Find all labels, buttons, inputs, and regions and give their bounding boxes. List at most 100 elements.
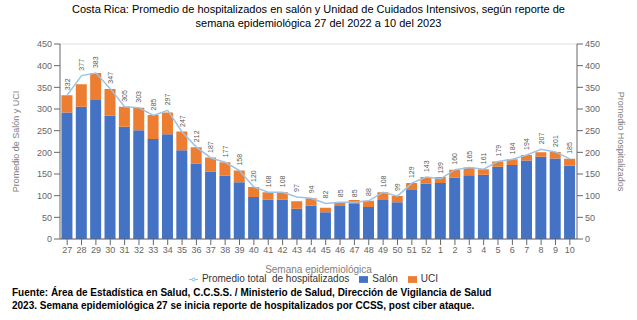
svg-text:43: 43: [292, 245, 302, 255]
svg-text:150: 150: [585, 169, 600, 179]
svg-text:Promedio de Salón y UCI: Promedio de Salón y UCI: [11, 91, 21, 193]
svg-text:85: 85: [337, 189, 344, 197]
svg-text:10: 10: [565, 245, 575, 255]
svg-text:38: 38: [220, 245, 230, 255]
svg-text:285: 285: [150, 99, 157, 111]
svg-text:3: 3: [467, 245, 472, 255]
svg-text:100: 100: [37, 191, 52, 201]
svg-text:82: 82: [322, 191, 329, 199]
svg-text:400: 400: [585, 61, 600, 71]
svg-text:40: 40: [249, 245, 259, 255]
svg-text:300: 300: [585, 104, 600, 114]
svg-text:143: 143: [423, 160, 430, 172]
svg-text:50: 50: [392, 245, 402, 255]
svg-text:7: 7: [524, 245, 529, 255]
svg-text:108: 108: [279, 175, 286, 187]
svg-text:37: 37: [206, 245, 216, 255]
svg-text:88: 88: [365, 188, 372, 196]
svg-text:165: 165: [466, 151, 473, 163]
svg-text:350: 350: [37, 83, 52, 93]
html-text:semana epidemiológica 27 del 2: semana epidemiológica 27 del 2022 a 10 d…: [195, 17, 442, 29]
svg-text:400: 400: [37, 61, 52, 71]
svg-text:4: 4: [481, 245, 486, 255]
html-text:Promedio total de hospitalizad: Promedio total de hospitalizados: [201, 273, 350, 284]
svg-text:383: 383: [92, 56, 99, 68]
html-text:Costa Rica: Promedio de hospit: Costa Rica: Promedio de hospitalizados e…: [72, 3, 565, 15]
svg-text:108: 108: [265, 175, 272, 187]
svg-text:377: 377: [78, 59, 85, 71]
svg-text:28: 28: [77, 245, 87, 255]
svg-text:45: 45: [321, 245, 331, 255]
svg-text:300: 300: [37, 104, 52, 114]
svg-text:Semana epidemiológica: Semana epidemiológica: [265, 264, 372, 275]
svg-text:1: 1: [438, 245, 443, 255]
svg-text:139: 139: [437, 162, 444, 174]
svg-text:34: 34: [163, 245, 173, 255]
svg-text:305: 305: [121, 90, 128, 102]
svg-text:100: 100: [585, 191, 600, 201]
svg-text:0: 0: [585, 234, 590, 244]
svg-text:108: 108: [380, 175, 387, 187]
svg-text:27: 27: [62, 245, 72, 255]
svg-text:250: 250: [37, 126, 52, 136]
svg-text:187: 187: [207, 141, 214, 153]
svg-text:177: 177: [222, 146, 229, 158]
svg-text:Promedio Hospitalizados: Promedio Hospitalizados: [616, 92, 626, 192]
svg-text:48: 48: [364, 245, 374, 255]
svg-text:50: 50: [585, 213, 595, 223]
svg-text:179: 179: [495, 145, 502, 157]
svg-text:184: 184: [509, 142, 516, 154]
svg-text:36: 36: [191, 245, 201, 255]
svg-text:161: 161: [480, 152, 487, 164]
svg-text:201: 201: [552, 135, 559, 147]
svg-text:129: 129: [408, 166, 415, 178]
svg-text:450: 450: [585, 39, 600, 49]
svg-text:303: 303: [135, 91, 142, 103]
svg-text:31: 31: [120, 245, 130, 255]
html-text:Salón: Salón: [372, 273, 398, 284]
svg-text:120: 120: [250, 170, 257, 182]
svg-text:99: 99: [394, 183, 401, 191]
svg-text:94: 94: [308, 185, 315, 193]
svg-text:35: 35: [177, 245, 187, 255]
svg-text:350: 350: [585, 83, 600, 93]
svg-text:9: 9: [553, 245, 558, 255]
svg-text:39: 39: [235, 245, 245, 255]
svg-text:158: 158: [236, 154, 243, 166]
svg-text:46: 46: [335, 245, 345, 255]
svg-text:0: 0: [47, 234, 52, 244]
svg-text:97: 97: [293, 184, 300, 192]
svg-text:44: 44: [306, 245, 316, 255]
svg-text:347: 347: [107, 72, 114, 84]
svg-text:85: 85: [351, 189, 358, 197]
svg-text:200: 200: [37, 148, 52, 158]
svg-text:52: 52: [421, 245, 431, 255]
svg-text:194: 194: [523, 138, 530, 150]
svg-text:200: 200: [585, 148, 600, 158]
svg-text:47: 47: [349, 245, 359, 255]
svg-text:332: 332: [64, 78, 71, 90]
svg-text:42: 42: [278, 245, 288, 255]
svg-text:6: 6: [510, 245, 515, 255]
svg-text:207: 207: [538, 133, 545, 145]
html-text:UCI: UCI: [420, 273, 439, 284]
svg-text:2: 2: [452, 245, 457, 255]
svg-text:160: 160: [451, 153, 458, 165]
svg-text:29: 29: [91, 245, 101, 255]
svg-text:250: 250: [585, 126, 600, 136]
svg-text:51: 51: [407, 245, 417, 255]
svg-text:185: 185: [566, 142, 573, 154]
svg-text:49: 49: [378, 245, 388, 255]
svg-text:32: 32: [134, 245, 144, 255]
svg-text:30: 30: [105, 245, 115, 255]
svg-text:5: 5: [496, 245, 501, 255]
svg-text:450: 450: [37, 39, 52, 49]
svg-text:297: 297: [164, 94, 171, 106]
svg-text:150: 150: [37, 169, 52, 179]
svg-text:41: 41: [263, 245, 273, 255]
svg-text:8: 8: [539, 245, 544, 255]
svg-text:50: 50: [42, 213, 52, 223]
svg-text:212: 212: [193, 130, 200, 142]
svg-text:247: 247: [179, 115, 186, 127]
svg-text:33: 33: [148, 245, 158, 255]
